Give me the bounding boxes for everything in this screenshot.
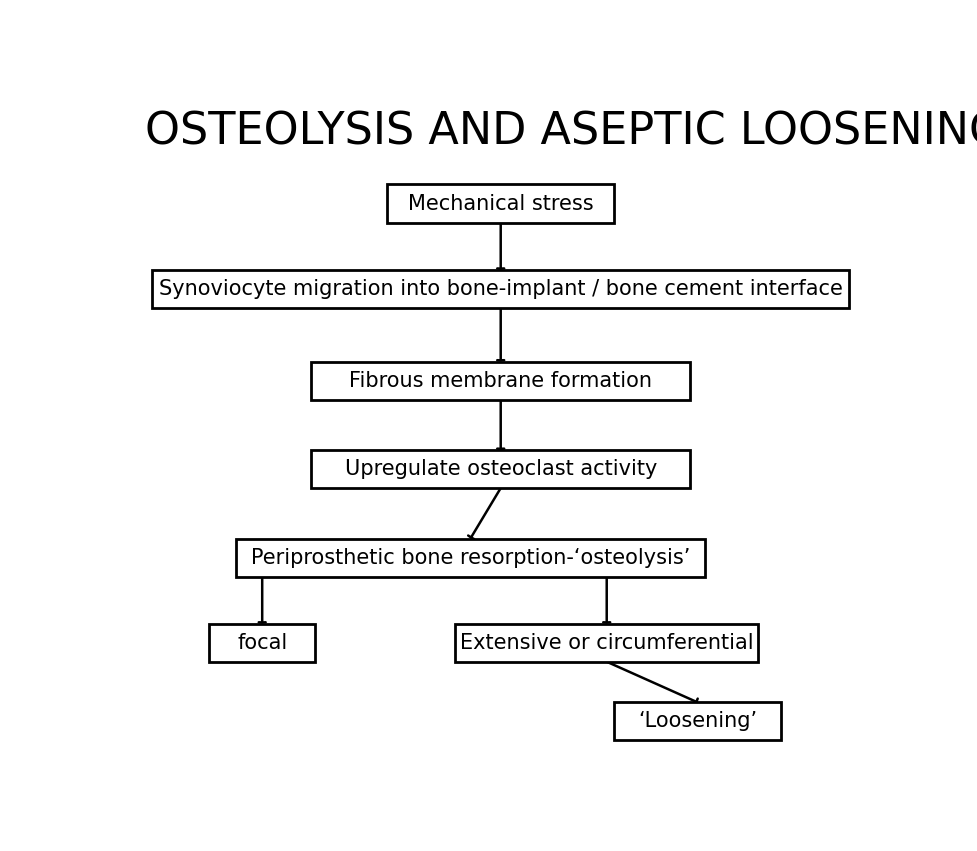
FancyBboxPatch shape (235, 539, 705, 576)
Text: focal: focal (237, 632, 287, 653)
Text: Upregulate osteoclast activity: Upregulate osteoclast activity (345, 459, 657, 479)
Text: Mechanical stress: Mechanical stress (408, 194, 593, 214)
FancyBboxPatch shape (615, 702, 781, 740)
Text: OSTEOLYSIS AND ASEPTIC LOOSENING: OSTEOLYSIS AND ASEPTIC LOOSENING (145, 110, 977, 153)
Text: Fibrous membrane formation: Fibrous membrane formation (349, 370, 653, 391)
FancyBboxPatch shape (209, 624, 316, 662)
FancyBboxPatch shape (312, 450, 690, 488)
FancyBboxPatch shape (312, 362, 690, 400)
Text: Periprosthetic bone resorption-‘osteolysis’: Periprosthetic bone resorption-‘osteolys… (251, 547, 690, 568)
FancyBboxPatch shape (455, 624, 758, 662)
Text: Extensive or circumferential: Extensive or circumferential (460, 632, 753, 653)
Text: ‘Loosening’: ‘Loosening’ (638, 711, 757, 731)
FancyBboxPatch shape (387, 184, 615, 223)
Text: Synoviocyte migration into bone-implant / bone cement interface: Synoviocyte migration into bone-implant … (159, 279, 842, 299)
FancyBboxPatch shape (152, 270, 849, 308)
